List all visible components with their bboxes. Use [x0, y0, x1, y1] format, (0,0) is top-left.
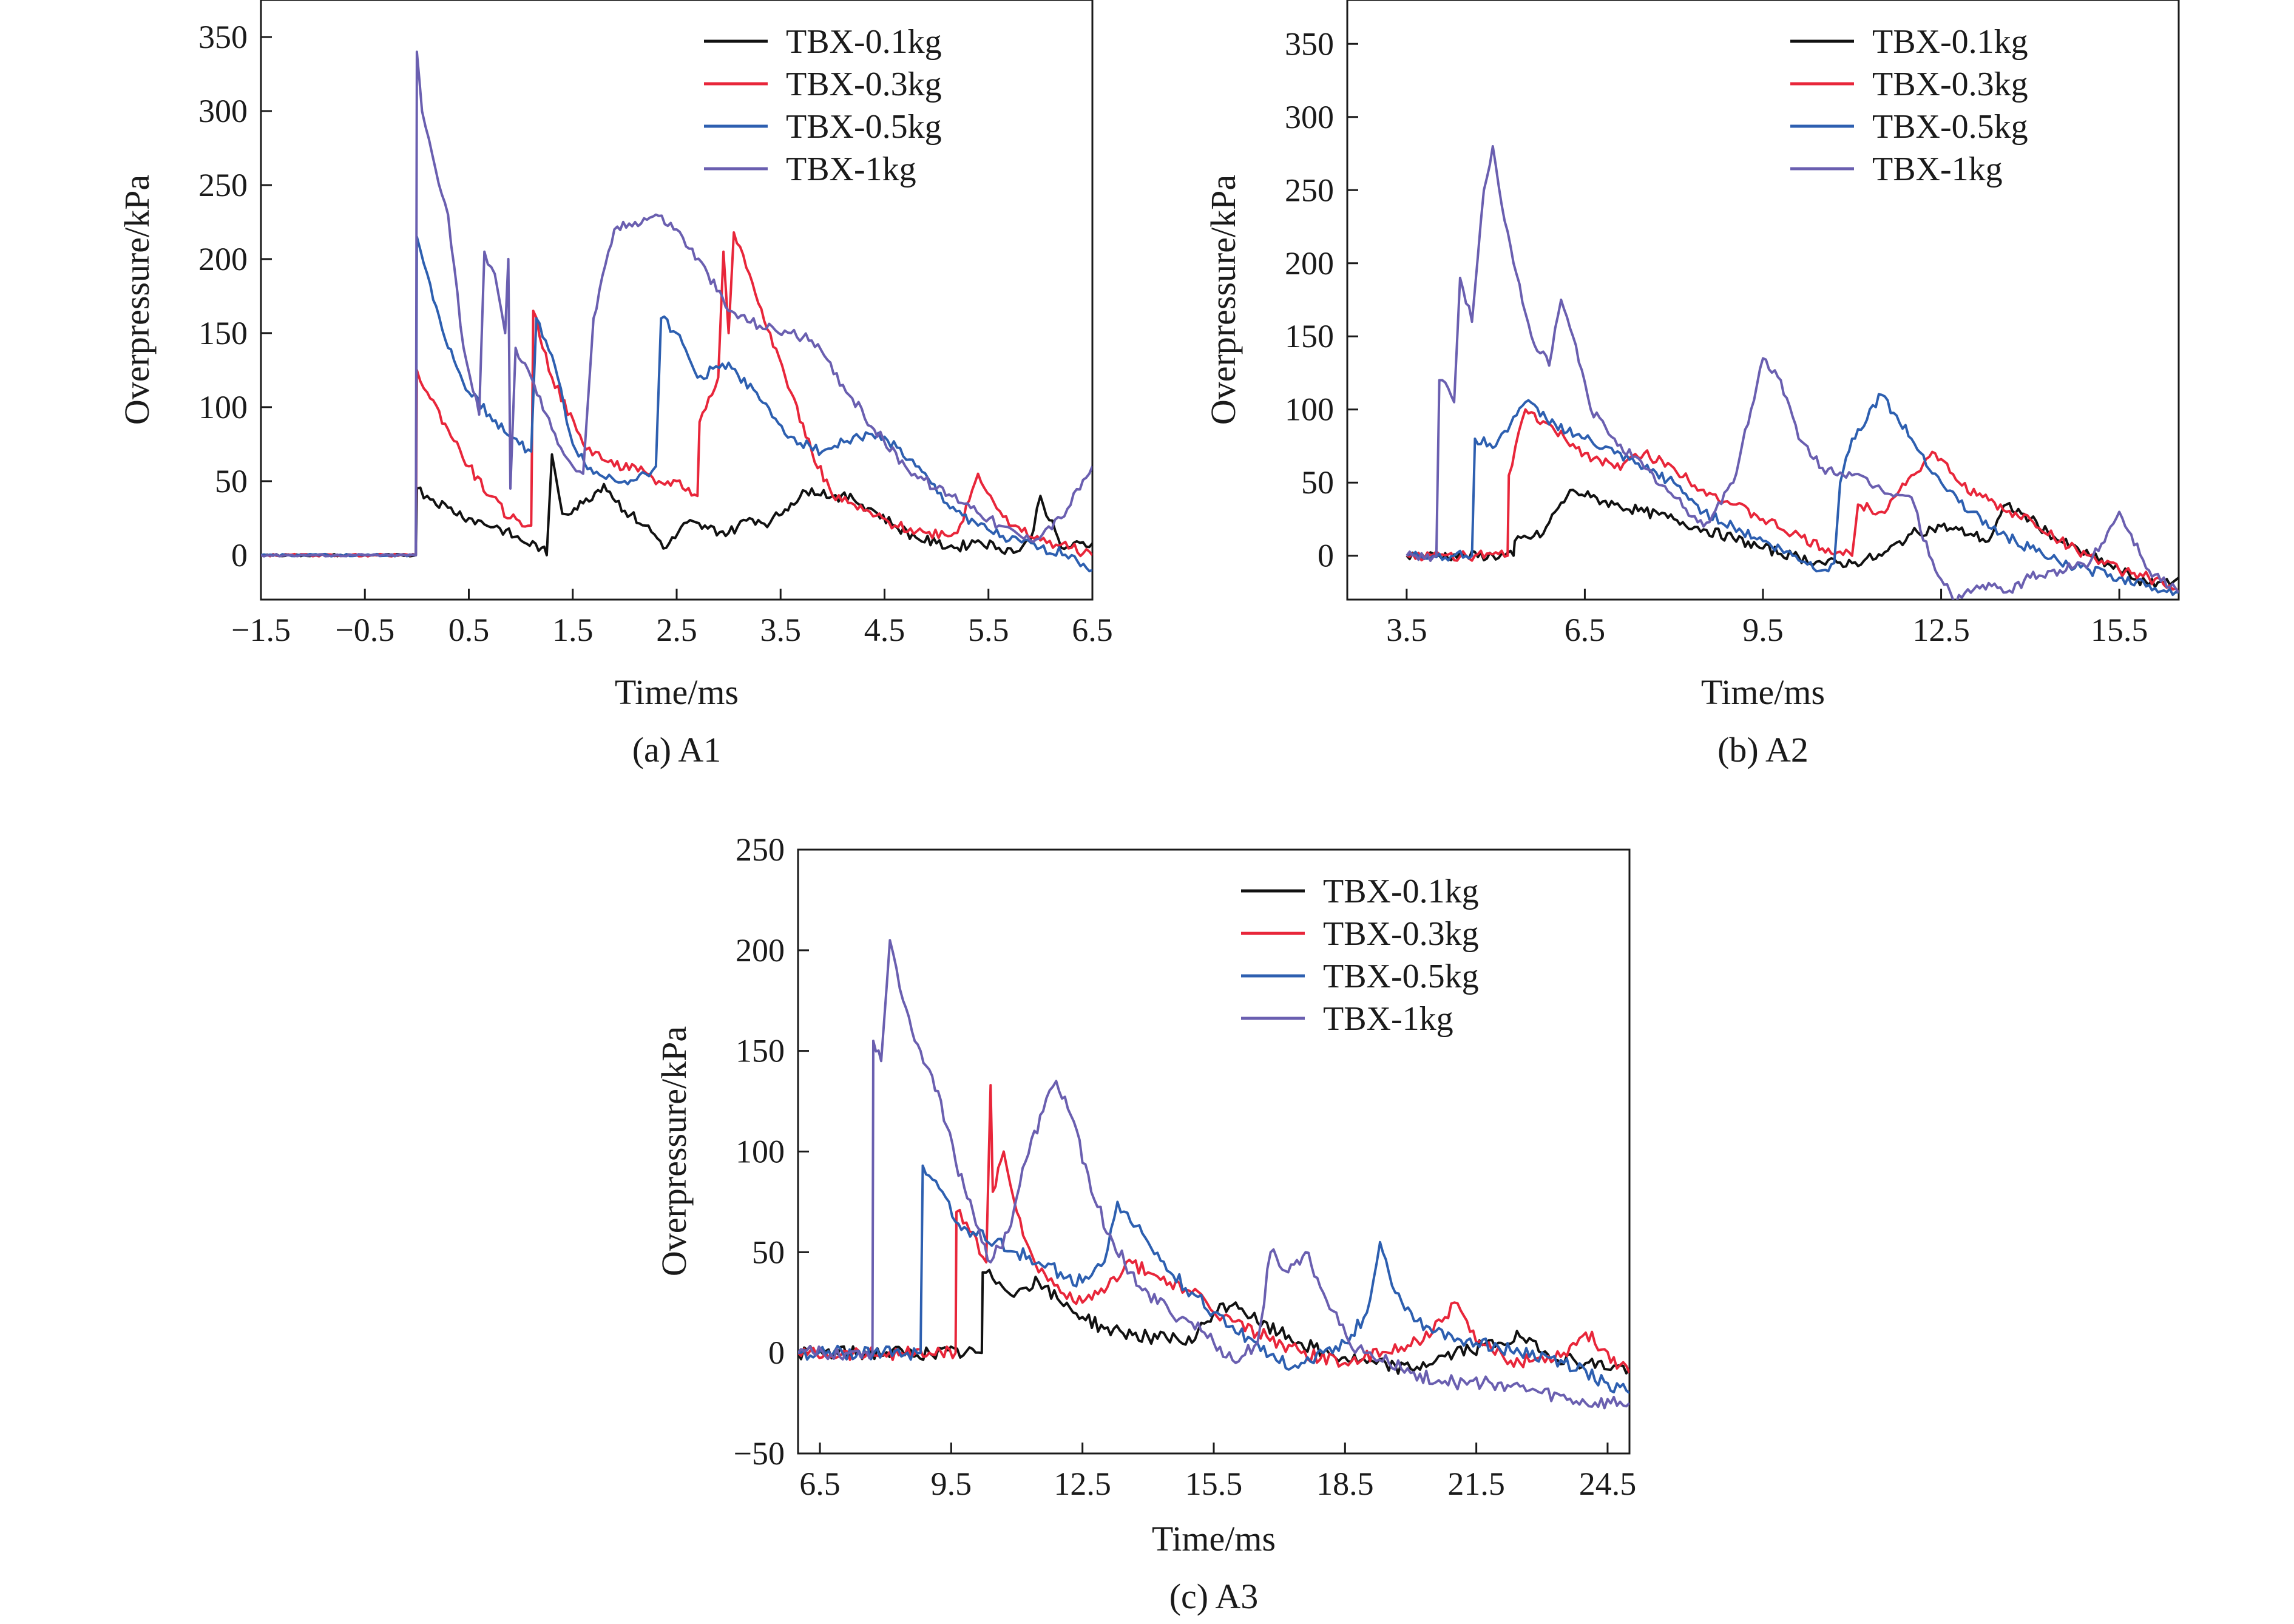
series-line — [1406, 145, 2179, 600]
panel-caption: (b) A2 — [1717, 730, 1808, 770]
series-lines — [1406, 145, 2179, 600]
series-line — [261, 50, 1092, 558]
y-tick-labels: −50 0 50 100 150 200 250 — [734, 831, 785, 1472]
series-lines — [261, 50, 1092, 573]
y-axis-label: Overpressure/kPa — [654, 1026, 694, 1276]
y-tick-label: 200 — [1285, 245, 1334, 282]
series-line — [1406, 408, 2179, 594]
x-tick-label: 3.5 — [1386, 612, 1427, 648]
y-tick-labels: 0 50 100 150 200 250 300 350 — [198, 19, 248, 573]
plot-frame — [260, 0, 1094, 601]
y-tick-label: 350 — [1285, 25, 1334, 62]
legend-label: TBX-0.5kg — [1323, 958, 1479, 995]
series-line — [798, 1268, 1629, 1375]
chart-panel-a2: 3.5 6.5 9.5 12.5 15.5 050100150200250300350 … — [1203, 0, 2180, 770]
legend: TBX-0.1kg TBX-0.3kg TBX-0.5kg TBX-1kg — [1790, 23, 2028, 188]
y-tick-label: 100 — [736, 1134, 785, 1170]
legend-label: TBX-1kg — [1323, 1000, 1453, 1038]
x-tick-label: 0.5 — [448, 612, 490, 648]
x-tick-label: 24.5 — [1579, 1466, 1637, 1502]
axis-ticks — [798, 848, 1609, 1455]
x-tick-label: 15.5 — [2091, 612, 2148, 648]
legend-label: TBX-1kg — [1872, 151, 2003, 188]
x-tick-labels: −1.5 −0.5 0.5 1.5 2.5 3.5 4.5 5.5 6.5 — [231, 612, 1113, 648]
chart-panel-a3: 6.5 9.5 12.5 15.5 18.5 21.5 24.5 −50 0 50 100 150 2… — [654, 831, 1636, 1616]
x-tick-label: 12.5 — [1054, 1466, 1111, 1502]
series-line — [1406, 393, 2179, 597]
y-tick-label: 200 — [198, 241, 248, 277]
series-line — [261, 235, 1092, 573]
x-tick-label: 18.5 — [1316, 1466, 1374, 1502]
x-axis-label: Time/ms — [1152, 1519, 1276, 1558]
series-line — [261, 231, 1092, 558]
y-tick-label: 250 — [736, 831, 785, 868]
y-tick-label: 50 — [1301, 464, 1334, 501]
x-tick-label: 4.5 — [864, 612, 905, 648]
series-line — [798, 1084, 1629, 1374]
series-line — [798, 1164, 1629, 1395]
y-tick-label: 300 — [198, 93, 248, 129]
legend-label: TBX-0.3kg — [786, 66, 942, 103]
y-tick-label: −50 — [734, 1435, 785, 1472]
y-tick-label: 100 — [198, 389, 248, 425]
y-tick-label: 250 — [198, 167, 248, 203]
legend-label: TBX-0.1kg — [1323, 873, 1479, 910]
legend-label: TBX-0.3kg — [1872, 66, 2028, 103]
legend-label: TBX-1kg — [786, 151, 916, 188]
y-tick-label: 100 — [1285, 391, 1334, 428]
legend-label: TBX-0.1kg — [786, 23, 942, 61]
y-tick-label: 50 — [752, 1234, 785, 1270]
x-tick-label: 6.5 — [1072, 612, 1113, 648]
x-tick-label: 9.5 — [931, 1466, 972, 1502]
x-tick-label: 12.5 — [1912, 612, 1970, 648]
axis-ticks — [1347, 42, 2120, 600]
x-axis-label: Time/ms — [1701, 672, 1825, 712]
legend: TBX-0.1kg TBX-0.3kg TBX-0.5kg TBX-1kg — [704, 23, 942, 188]
x-tick-label: −1.5 — [231, 612, 291, 648]
y-tick-label: 250 — [1285, 172, 1334, 208]
y-tick-label: 350 — [198, 19, 248, 55]
y-tick-label: 0 — [231, 537, 248, 573]
x-tick-label: 5.5 — [968, 612, 1009, 648]
y-tick-label: 50 — [215, 463, 248, 499]
y-tick-label: 0 — [768, 1335, 785, 1371]
x-tick-labels: 6.5 9.5 12.5 15.5 18.5 21.5 24.5 — [799, 1466, 1636, 1502]
x-axis-label: Time/ms — [615, 672, 739, 712]
y-tick-label: 150 — [1285, 318, 1334, 354]
chart-panel-a1: −1.5 −0.5 0.5 1.5 2.5 3.5 4.5 5.5 6.5 0 50 100 150 2… — [117, 0, 1113, 770]
legend-label: TBX-0.1kg — [1872, 23, 2028, 61]
axis-ticks — [260, 36, 1094, 600]
x-tick-label: 1.5 — [552, 612, 594, 648]
x-tick-label: 9.5 — [1742, 612, 1784, 648]
y-axis-label: Overpressure/kPa — [117, 175, 157, 425]
y-tick-label: 0 — [1318, 538, 1334, 574]
panel-caption: (c) A3 — [1169, 1577, 1259, 1616]
legend-label: TBX-0.5kg — [1872, 108, 2028, 146]
legend-label: TBX-0.5kg — [786, 108, 942, 146]
series-line — [798, 939, 1629, 1410]
y-tick-label: 300 — [1285, 99, 1334, 135]
x-tick-label: 21.5 — [1447, 1466, 1505, 1502]
plot-frame — [797, 848, 1631, 1455]
x-tick-label: −0.5 — [335, 612, 394, 648]
y-tick-labels: 0 50 100 150 200 250 300 350 — [1285, 25, 1334, 573]
y-tick-label: 200 — [736, 932, 785, 969]
y-tick-label: 150 — [736, 1033, 785, 1069]
x-tick-label: 2.5 — [656, 612, 697, 648]
legend-label: TBX-0.3kg — [1323, 915, 1479, 953]
x-tick-label: 15.5 — [1185, 1466, 1243, 1502]
x-tick-label: 3.5 — [760, 612, 802, 648]
y-tick-label: 150 — [198, 315, 248, 351]
x-tick-labels: 3.5 6.5 9.5 12.5 15.5 — [1386, 612, 2148, 648]
x-tick-label: 6.5 — [799, 1466, 841, 1502]
y-axis-label: Overpressure/kPa — [1203, 175, 1243, 425]
x-tick-label: 6.5 — [1565, 612, 1606, 648]
series-lines — [798, 939, 1629, 1410]
legend: TBX-0.1kg TBX-0.3kg TBX-0.5kg TBX-1kg — [1241, 873, 1479, 1038]
panel-caption: (a) A1 — [632, 730, 722, 770]
